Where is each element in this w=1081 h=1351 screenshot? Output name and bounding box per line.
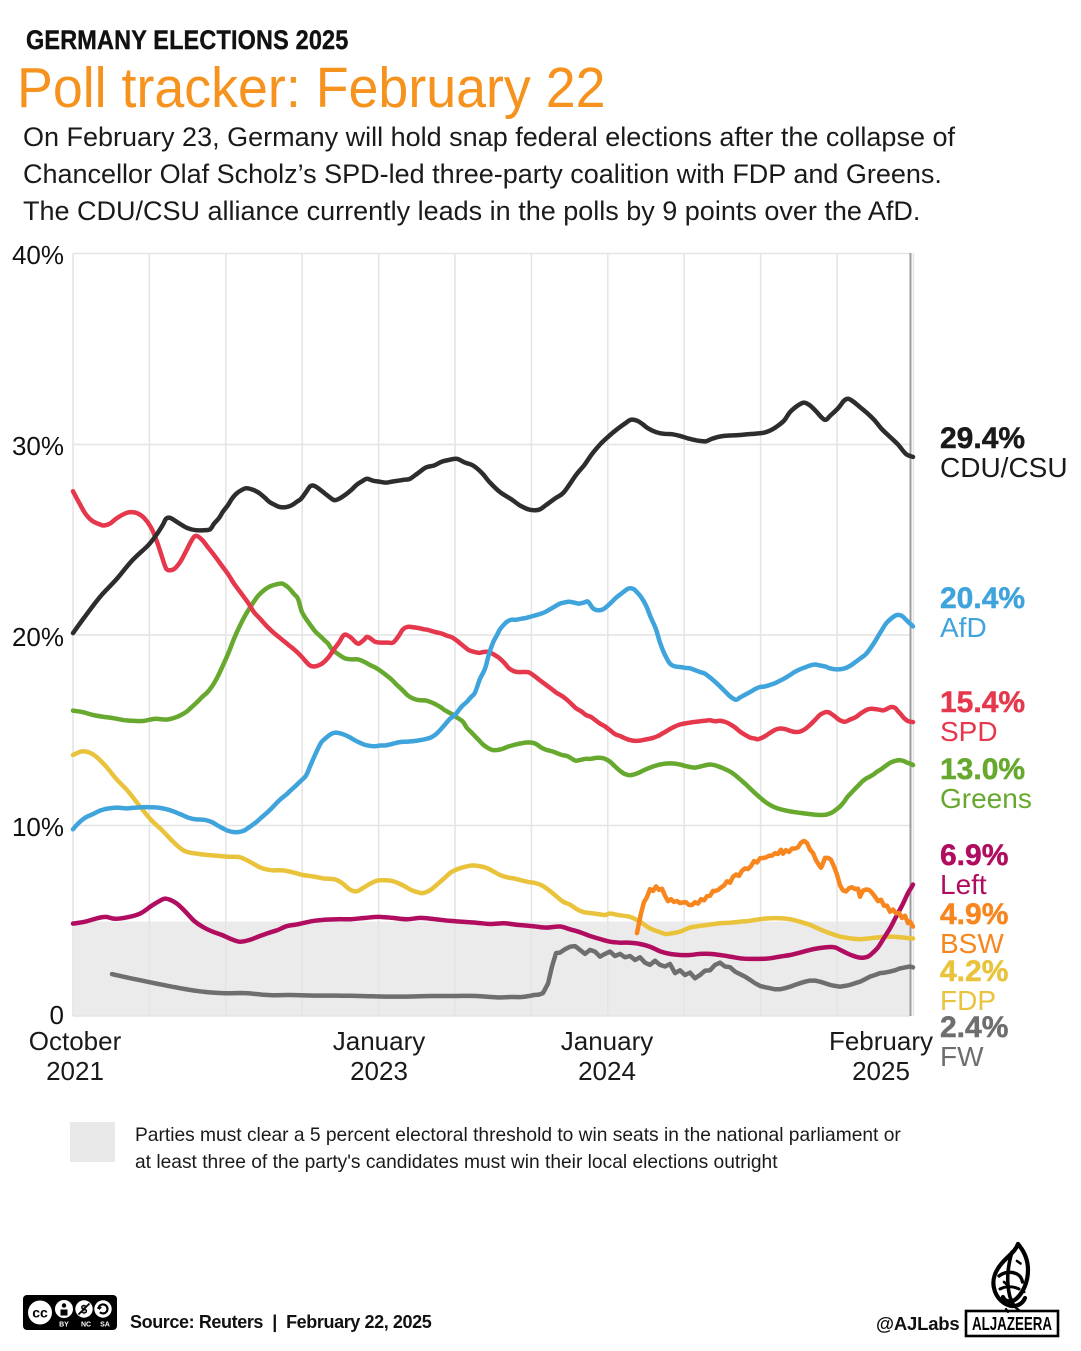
- svg-text:BY: BY: [59, 1322, 69, 1329]
- svg-text:SA: SA: [100, 1322, 110, 1329]
- svg-text:cc: cc: [32, 1305, 48, 1321]
- svg-text:NC: NC: [81, 1322, 91, 1329]
- svg-text:ALJAZEERA: ALJAZEERA: [972, 1314, 1052, 1334]
